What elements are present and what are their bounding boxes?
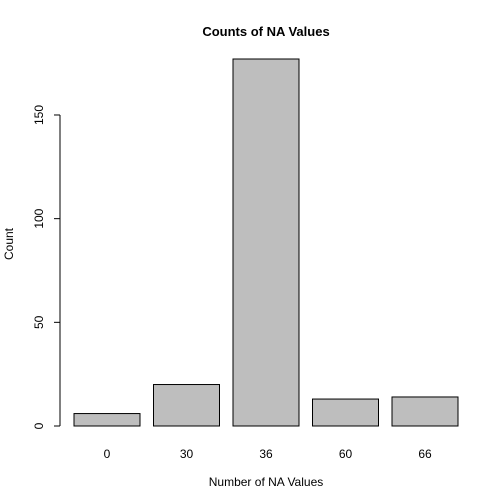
bar-0 (73, 413, 141, 427)
bar-36 (232, 58, 300, 427)
x-axis-label: Number of NA Values (209, 475, 324, 489)
bar-30 (153, 384, 220, 427)
y-axis-label: Count (2, 227, 16, 260)
x-tick-label: 30 (180, 447, 194, 461)
x-tick-labels: 0 30 36 60 66 (104, 447, 432, 461)
bars (73, 58, 459, 427)
x-tick-label: 0 (104, 447, 111, 461)
bar-60 (312, 398, 379, 427)
chart-title: Counts of NA Values (202, 24, 329, 39)
y-tick-label: 150 (32, 105, 46, 125)
x-tick-label: 66 (418, 447, 432, 461)
y-tick-label: 0 (32, 422, 46, 429)
y-tick-label: 100 (32, 208, 46, 228)
y-tick-label: 50 (32, 315, 46, 329)
bar-66 (391, 396, 459, 427)
x-tick-label: 60 (339, 447, 353, 461)
y-axis: 0 50 100 150 (32, 105, 61, 429)
x-tick-label: 36 (259, 447, 273, 461)
